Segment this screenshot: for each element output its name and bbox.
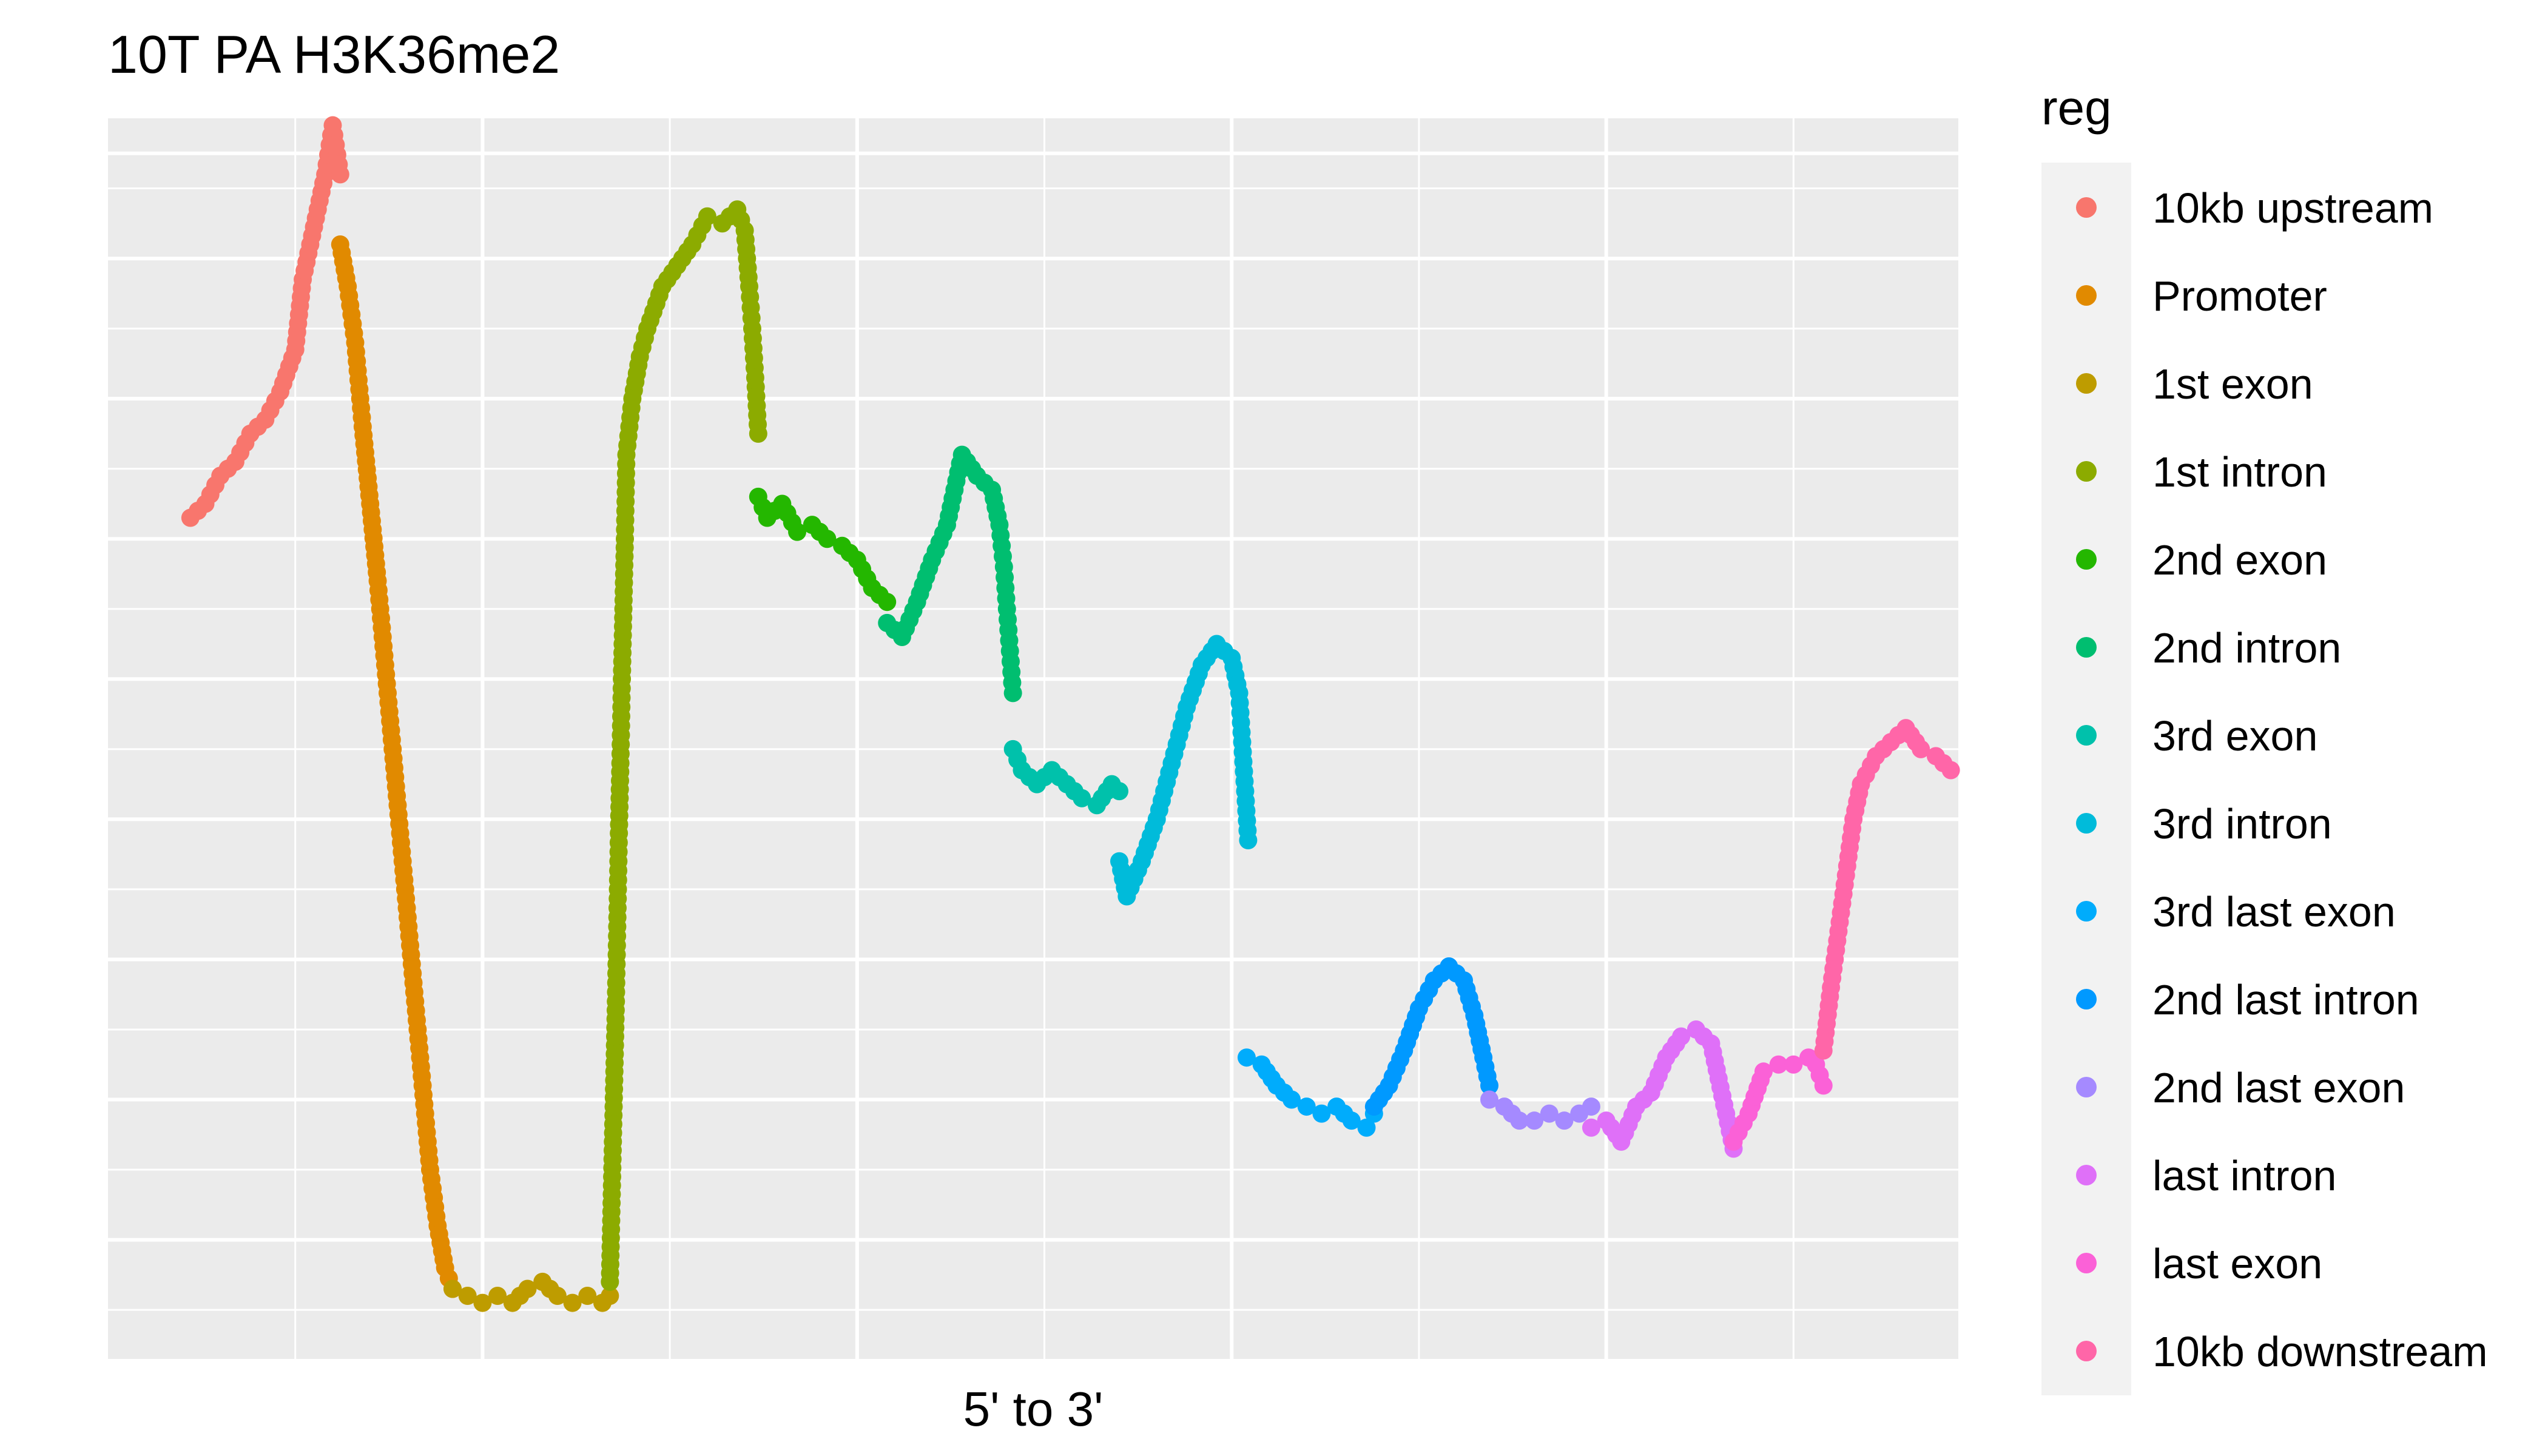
legend-key: [2076, 1165, 2097, 1185]
legend-label: last exon: [2152, 1240, 2322, 1287]
legend-label: 2nd last exon: [2152, 1064, 2405, 1111]
data-point: [1754, 1062, 1773, 1081]
legend-label: 2nd last intron: [2152, 976, 2419, 1023]
series: [1480, 1090, 1600, 1130]
data-point: [518, 1279, 537, 1298]
legend-label: 1st intron: [2152, 448, 2327, 496]
data-point: [1769, 1055, 1788, 1074]
data-point: [548, 1287, 567, 1306]
series: [749, 487, 897, 612]
series: [181, 116, 349, 527]
data-point: [1582, 1118, 1600, 1137]
legend-label: 3rd intron: [2152, 800, 2332, 848]
data-point: [1342, 1111, 1361, 1130]
series: [1814, 719, 1960, 1060]
series: [1003, 740, 1129, 815]
data-point: [1312, 1104, 1331, 1123]
legend-label: 10kb downstream: [2152, 1328, 2488, 1375]
series: [1237, 1048, 1383, 1137]
data-point: [1357, 1118, 1376, 1137]
legend-key: [2076, 989, 2097, 1009]
legend-key: [2076, 637, 2097, 658]
legend-title: reg: [2041, 81, 2112, 135]
data-point: [563, 1293, 582, 1312]
data-point: [1237, 1048, 1256, 1067]
data-point: [1555, 1111, 1574, 1130]
data-point: [1110, 782, 1129, 801]
data-point: [1239, 831, 1258, 850]
legend-key: [2076, 1077, 2097, 1097]
data-point: [1073, 789, 1091, 807]
legend-key: [2076, 197, 2097, 218]
data-point: [1540, 1104, 1559, 1123]
data-points: [181, 116, 1960, 1312]
chart-title: 10T PA H3K36me2: [108, 24, 560, 84]
data-point: [1912, 740, 1930, 758]
legend-label: 3rd last exon: [2152, 888, 2396, 935]
data-point: [1510, 1111, 1529, 1130]
legend-key: [2076, 725, 2097, 746]
data-point: [473, 1293, 492, 1312]
series: [443, 1272, 619, 1312]
x-axis-label: 5' to 3': [963, 1382, 1104, 1436]
data-point: [1784, 1055, 1803, 1074]
data-point: [818, 530, 837, 548]
data-point: [749, 424, 767, 443]
data-point: [1814, 1076, 1833, 1095]
legend-label: 2nd exon: [2152, 536, 2327, 584]
legend-label: Promoter: [2152, 272, 2327, 320]
legend-items: 10kb upstream Promoter 1st exon 1st intron 2…: [2076, 184, 2488, 1375]
legend-key: [2076, 285, 2097, 306]
data-point: [788, 522, 807, 541]
data-point: [578, 1287, 597, 1306]
series: [1110, 635, 1258, 906]
data-point: [331, 165, 349, 184]
legend-label: 10kb upstream: [2152, 184, 2433, 232]
data-point: [1480, 1090, 1499, 1109]
plot-panel: [108, 118, 1958, 1359]
legend-label: 2nd intron: [2152, 624, 2341, 672]
legend: reg 10kb upstream Promoter 1st exon 1st int…: [2041, 81, 2488, 1395]
series: [1364, 957, 1499, 1116]
legend-key: [2076, 901, 2097, 922]
data-point: [443, 1279, 462, 1298]
data-point: [1941, 761, 1960, 780]
legend-key: [2076, 461, 2097, 482]
data-point: [1525, 1111, 1544, 1130]
data-point: [1582, 1097, 1600, 1116]
legend-label: last intron: [2152, 1152, 2336, 1199]
legend-key: [2076, 813, 2097, 834]
legend-key: [2076, 1341, 2097, 1361]
legend-key-background: [2041, 163, 2131, 1395]
data-point: [488, 1287, 507, 1306]
data-point: [1003, 684, 1022, 703]
legend-key: [2076, 549, 2097, 570]
data-point: [601, 1287, 619, 1306]
legend-label: 3rd exon: [2152, 712, 2317, 760]
data-point: [698, 207, 716, 226]
data-point: [1480, 1076, 1499, 1095]
series: [1724, 1048, 1833, 1151]
series: [878, 445, 1022, 703]
data-point: [878, 593, 897, 612]
legend-label: 1st exon: [2152, 360, 2313, 408]
legend-key: [2076, 373, 2097, 394]
data-point: [1297, 1097, 1316, 1116]
data-point: [458, 1287, 477, 1306]
series: [331, 235, 462, 1298]
data-point: [1282, 1090, 1301, 1109]
data-point: [1672, 1027, 1691, 1046]
legend-key: [2076, 1253, 2097, 1273]
series: [601, 200, 767, 1291]
